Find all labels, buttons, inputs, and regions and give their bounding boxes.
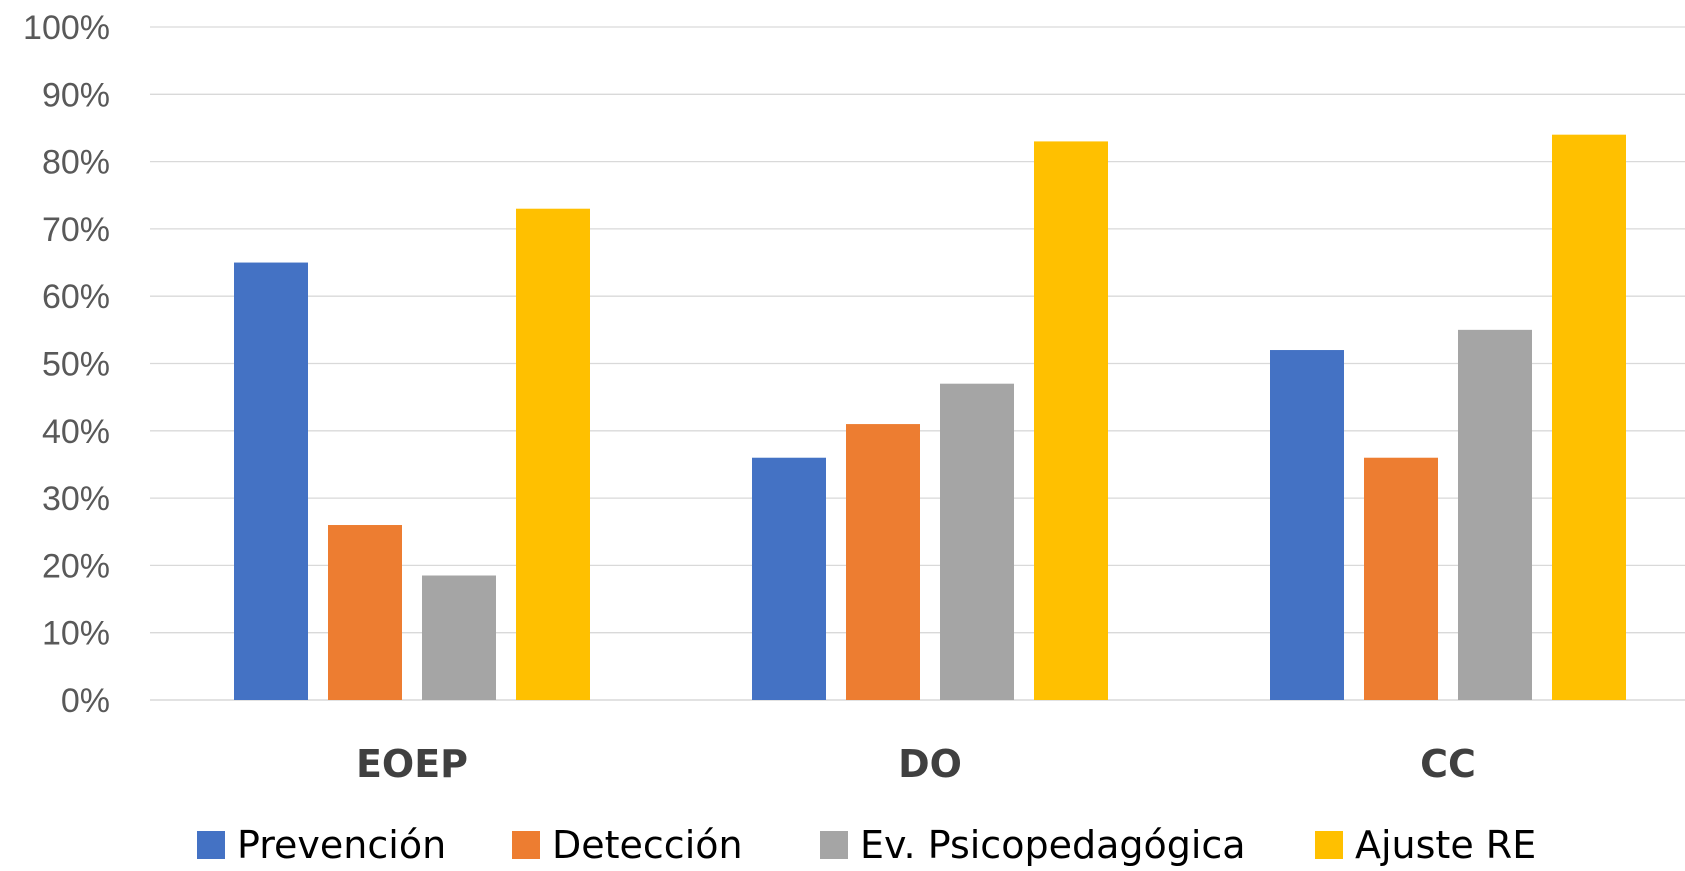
y-tick-label: 20% — [42, 547, 110, 585]
legend-label: Detección — [552, 823, 743, 867]
bar — [1270, 350, 1344, 700]
y-tick-label: 50% — [42, 346, 110, 384]
y-tick-label: 70% — [42, 211, 110, 249]
bar-group-do — [752, 141, 1108, 700]
legend-item: Detección — [512, 823, 743, 867]
legend-label: Ev. Psicopedagógica — [860, 823, 1246, 867]
bar — [234, 262, 308, 700]
y-tick-label: 40% — [42, 413, 110, 451]
x-axis-category-labels: EOEP DO CC — [356, 742, 1476, 786]
y-tick-label: 100% — [23, 9, 110, 47]
legend-swatch — [512, 831, 540, 859]
bar — [846, 424, 920, 700]
legend-swatch — [820, 831, 848, 859]
legend-swatch — [1315, 831, 1343, 859]
legend-swatch — [197, 831, 225, 859]
y-axis-tick-labels: 0% 10% 20% 30% 40% 50% 60% 70% 80% 90% 100% — [23, 9, 110, 720]
y-tick-label: 60% — [42, 278, 110, 316]
legend-item: Ev. Psicopedagógica — [820, 823, 1246, 867]
bar — [1364, 457, 1438, 700]
bars — [234, 134, 1626, 700]
bar — [328, 525, 402, 700]
bar-group-eoep — [234, 208, 590, 700]
y-tick-label: 30% — [42, 480, 110, 518]
category-label: DO — [898, 742, 962, 786]
bar — [516, 208, 590, 700]
bar-group-cc — [1270, 134, 1626, 700]
y-tick-label: 10% — [42, 615, 110, 653]
y-tick-label: 90% — [42, 76, 110, 114]
legend-item: Ajuste RE — [1315, 823, 1536, 867]
bar — [1458, 329, 1532, 700]
bar — [1552, 134, 1626, 700]
legend-item: Prevención — [197, 823, 446, 867]
category-label: EOEP — [356, 742, 468, 786]
bar — [422, 575, 496, 700]
category-label: CC — [1420, 742, 1476, 786]
y-tick-label: 80% — [42, 144, 110, 182]
bar — [940, 383, 1014, 700]
y-tick-label: 0% — [61, 682, 110, 720]
legend-label: Ajuste RE — [1355, 823, 1536, 867]
legend: Prevención Detección Ev. Psicopedagógica Aj… — [197, 823, 1536, 867]
legend-label: Prevención — [237, 823, 446, 867]
bar — [1034, 141, 1108, 700]
bar — [752, 457, 826, 700]
